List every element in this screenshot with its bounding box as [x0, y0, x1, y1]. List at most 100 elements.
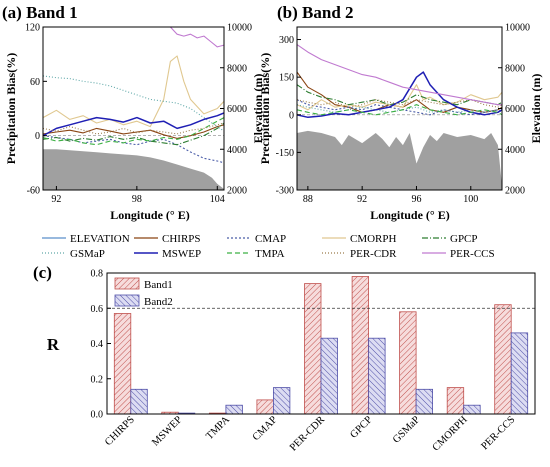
panel-a-ytick-label: 60 — [30, 77, 40, 88]
bar-band2-cmap — [272, 387, 291, 415]
category-label-gpcp: GPCP — [348, 414, 374, 440]
panel-b-series-tmpa — [297, 104, 502, 116]
legend-label-gsmap: GSMaP — [70, 248, 105, 260]
panel-a-y2tick-label: 2000 — [227, 186, 247, 197]
panel-a-ytick-label: -60 — [27, 186, 40, 197]
panel-a-xtick-label: 104 — [210, 194, 225, 205]
panel-b-y2tick-label: 6000 — [505, 104, 525, 115]
panel-a-series-tmpa — [43, 117, 224, 146]
panel-b-series — [297, 44, 502, 119]
panel-a-series-gsmap — [43, 75, 224, 132]
legend-item-elevation: ELEVATION — [42, 233, 130, 245]
legend-item-gpcp: GPCP — [422, 233, 478, 245]
category-label-cmorph: CMORPH — [431, 414, 470, 453]
legend-label-gpcp: GPCP — [450, 233, 478, 245]
shared-legend: ELEVATION CHIRPS CMAP CMORPH GPCP GSMaP MSWEP T… — [42, 233, 495, 260]
category-label-per-cdr: PER-CDR — [288, 414, 327, 453]
panel-b-ytick-label: 300 — [279, 35, 294, 46]
category-label-per-ccs: PER-CCS — [479, 414, 517, 452]
panel-a-xlabel: Longitude (° E) — [110, 208, 189, 222]
bar-band1-gsmap — [399, 311, 417, 415]
panel-a-y2label: Elevation (m) — [251, 74, 265, 144]
panel-a-series-chirps — [43, 124, 224, 139]
category-label-tmpa: TMPA — [204, 414, 232, 442]
panel-c-title: (c) — [33, 263, 52, 282]
panel-b-y2tick-label: 4000 — [505, 145, 525, 156]
panel-b-title: (b) Band 2 — [277, 3, 354, 22]
legend-label-mswep: MSWEP — [162, 248, 201, 260]
bar-band1-chirps — [113, 313, 132, 415]
panel-b-axes: 88 92 96 100 -300 -150 0 150 300 2000 4000 6000 8000… — [276, 23, 530, 206]
panel-b-series-per-cdr — [297, 99, 502, 108]
panel-a: (a) Band 1 92 98 104 -60 0 60 120 2000 4000 6000 8… — [2, 3, 265, 222]
legend-label-per-ccs: PER-CCS — [450, 248, 495, 260]
panel-b-y2label: Elevation (m) — [529, 74, 543, 144]
bar-band1-cmorph — [446, 387, 465, 415]
legend-item-cmap: CMAP — [227, 233, 286, 245]
panel-b-xtick-label: 92 — [357, 194, 367, 205]
panel-c-legend-label-band2: Band2 — [144, 296, 173, 308]
panel-c-legend-swatch-band2 — [114, 294, 140, 307]
bar-band2-per-cdr — [320, 337, 338, 415]
panel-c-legend-label-band1: Band1 — [144, 279, 173, 291]
panel-b-ytick-label: -300 — [276, 186, 294, 197]
legend-item-per-cdr: PER-CDR — [322, 248, 397, 260]
panel-c-ytick-label: 0.0 — [91, 410, 104, 421]
legend-item-cmorph: CMORPH — [322, 233, 397, 245]
bar-band2-cmorph — [463, 404, 481, 415]
bar-band2-per-ccs — [510, 332, 529, 415]
panel-c-ytick-label: 0.6 — [91, 304, 104, 315]
bar-band2-chirps — [130, 388, 148, 415]
legend-label-chirps: CHIRPS — [162, 233, 201, 245]
panel-c: (c) CHIRPS MSWEP TMPA CMAP PER-CDR GPCP GSMaP C… — [33, 263, 536, 453]
category-label-gsmap: GSMaP — [391, 414, 422, 445]
panel-b-xtick-label: 96 — [411, 194, 421, 205]
legend-item-chirps: CHIRPS — [134, 233, 201, 245]
panel-c-bars — [107, 276, 535, 415]
legend-label-cmorph: CMORPH — [350, 233, 397, 245]
panel-c-legend-item-band2: Band2 — [114, 294, 173, 308]
panel-a-y2tick-label: 4000 — [227, 145, 247, 156]
panel-b-elevation — [297, 130, 502, 190]
category-label-mswep: MSWEP — [150, 414, 184, 448]
panel-a-ytick-label: 120 — [25, 23, 40, 34]
panel-a-title: (a) Band 1 — [2, 3, 78, 22]
panel-a-series-mswep — [43, 112, 224, 137]
panel-a-y2tick-label: 10000 — [227, 23, 252, 34]
legend-item-per-ccs: PER-CCS — [422, 248, 495, 260]
panel-c-ylabel: R — [47, 335, 60, 354]
panel-b-series-cmorph — [297, 84, 502, 111]
bar-band1-per-cdr — [304, 283, 322, 415]
legend-item-tmpa: TMPA — [227, 248, 285, 260]
panel-b-ytick-label: 0 — [289, 110, 294, 121]
panel-b-xtick-label: 88 — [303, 194, 313, 205]
bar-band2-gpcp — [368, 337, 386, 415]
legend-label-tmpa: TMPA — [255, 248, 285, 260]
panel-b-y2tick-label: 8000 — [505, 63, 525, 74]
bar-band1-per-ccs — [494, 304, 512, 415]
panel-a-y2tick-label: 8000 — [227, 63, 247, 74]
panel-a-ylabel: Precipitation Bias(%) — [4, 53, 18, 164]
panel-b-ytick-label: 150 — [279, 73, 294, 84]
category-label-chirps: CHIRPS — [103, 414, 137, 448]
category-label-cmap: CMAP — [251, 414, 280, 443]
panel-b-elevation-area — [297, 130, 502, 190]
panel-a-xtick-label: 98 — [132, 194, 142, 205]
legend-label-elevation: ELEVATION — [70, 233, 130, 245]
panel-a-series — [43, 27, 224, 164]
legend-label-per-cdr: PER-CDR — [350, 248, 397, 260]
panel-c-legend-swatch-band1 — [114, 277, 140, 290]
bar-band1-gpcp — [351, 276, 370, 415]
panel-c-legend: Band1 Band2 — [114, 277, 173, 308]
panel-b-xlabel: Longitude (° E) — [370, 208, 449, 222]
panel-a-xtick-label: 92 — [51, 194, 61, 205]
legend-item-gsmap: GSMaP — [42, 248, 105, 260]
bar-band2-tmpa — [225, 404, 243, 415]
panel-a-axes: 92 98 104 -60 0 60 120 2000 4000 6000 8000 10000 — [25, 23, 252, 206]
panel-a-elevation-area — [43, 149, 224, 190]
legend-item-mswep: MSWEP — [134, 248, 201, 260]
panel-b-xtick-label: 100 — [463, 194, 478, 205]
panel-b: (b) Band 2 88 92 96 100 -300 -150 0 150 300 2000 4… — [258, 3, 543, 222]
